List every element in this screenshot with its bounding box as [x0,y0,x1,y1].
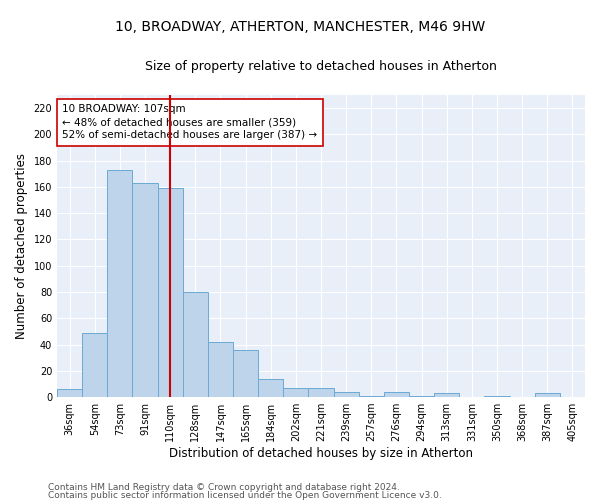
Bar [208,342,233,397]
Bar [57,389,82,397]
Bar [183,292,208,397]
Bar [107,170,133,397]
Bar [484,396,509,397]
Text: 10, BROADWAY, ATHERTON, MANCHESTER, M46 9HW: 10, BROADWAY, ATHERTON, MANCHESTER, M46 … [115,20,485,34]
Y-axis label: Number of detached properties: Number of detached properties [15,153,28,339]
Bar [535,393,560,397]
Bar [158,188,183,397]
Bar [308,388,334,397]
Text: Contains HM Land Registry data © Crown copyright and database right 2024.: Contains HM Land Registry data © Crown c… [48,484,400,492]
Text: Contains public sector information licensed under the Open Government Licence v3: Contains public sector information licen… [48,490,442,500]
Bar [434,393,459,397]
Title: Size of property relative to detached houses in Atherton: Size of property relative to detached ho… [145,60,497,73]
Bar [258,378,283,397]
X-axis label: Distribution of detached houses by size in Atherton: Distribution of detached houses by size … [169,447,473,460]
Bar [334,392,359,397]
Bar [409,396,434,397]
Bar [359,396,384,397]
Bar [384,392,409,397]
Bar [233,350,258,397]
Text: 10 BROADWAY: 107sqm
← 48% of detached houses are smaller (359)
52% of semi-detac: 10 BROADWAY: 107sqm ← 48% of detached ho… [62,104,317,141]
Bar [283,388,308,397]
Bar [82,332,107,397]
Bar [133,183,158,397]
